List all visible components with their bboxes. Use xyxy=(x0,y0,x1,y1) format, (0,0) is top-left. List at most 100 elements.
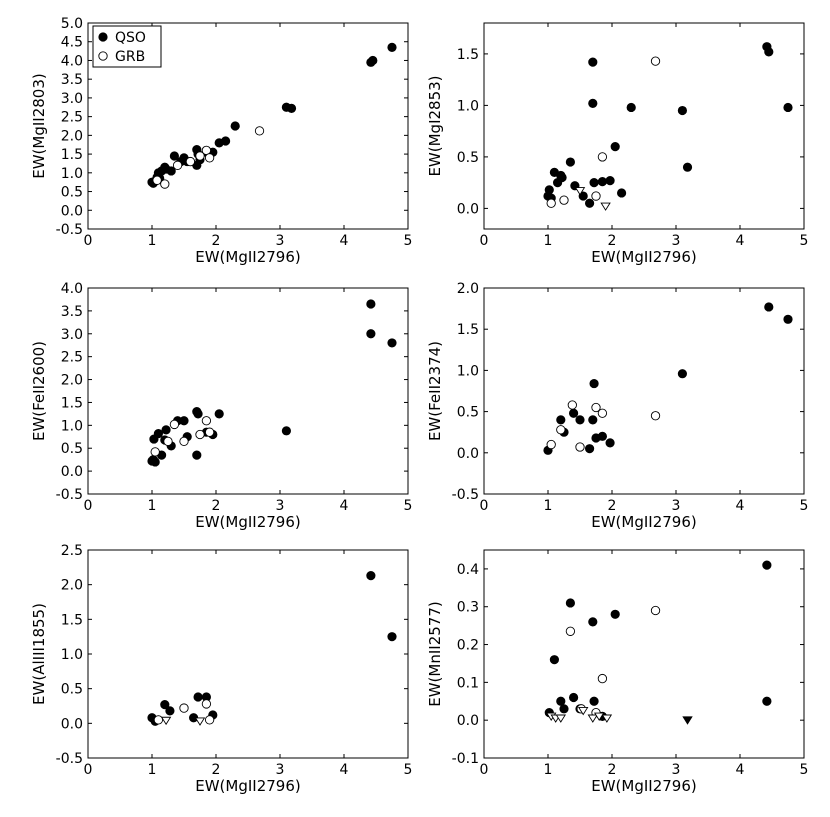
y-tick-label: 0.0 xyxy=(61,203,83,219)
data-point xyxy=(387,632,397,642)
x-tick-label: 4 xyxy=(736,762,745,778)
y-tick-label: -0.1 xyxy=(452,751,479,767)
y-tick-label: 5.0 xyxy=(61,16,83,32)
data-point xyxy=(577,706,589,716)
y-tick-label: 1.0 xyxy=(61,166,83,182)
data-point xyxy=(150,457,160,467)
data-point xyxy=(565,157,576,167)
y-tick-label: 3.0 xyxy=(61,91,83,107)
data-point xyxy=(169,419,180,430)
data-point xyxy=(597,431,608,441)
y-tick-label: 0.5 xyxy=(457,405,479,421)
x-tick-label: 5 xyxy=(800,233,809,249)
scatter-panel-1: 0 1 2 3 4 5 -0.5 0.0 0.5 1.0 1.5 2.0 2.5 3.0 3.5 4.0 4.5… xyxy=(30,16,412,266)
y-axis-label: EW(FeII2600) xyxy=(30,341,48,441)
data-point xyxy=(597,152,608,162)
data-point xyxy=(152,175,162,185)
data-point xyxy=(192,450,202,460)
data-point xyxy=(555,714,567,723)
data-points xyxy=(147,571,397,726)
data-point xyxy=(557,172,567,183)
legend-marker-qso xyxy=(98,32,108,42)
data-point xyxy=(764,47,774,57)
data-point xyxy=(568,408,579,418)
scatter-panel-5: 0 1 2 3 4 5 -0.5 0.0 0.5 1.0 1.5 2.0 2.5 EW(MgII2796)… xyxy=(30,543,412,795)
x-tick-label: 3 xyxy=(276,762,285,778)
data-points xyxy=(147,299,397,467)
x-tick-label: 0 xyxy=(84,762,93,778)
data-point xyxy=(179,436,189,447)
data-point xyxy=(163,436,173,447)
y-tick-label: 1.5 xyxy=(61,612,83,628)
y-tick-label: 0.5 xyxy=(61,185,83,201)
x-tick-label: 3 xyxy=(672,233,681,249)
data-point xyxy=(677,369,688,379)
y-tick-label: 0.5 xyxy=(61,441,83,457)
data-point xyxy=(597,408,608,418)
data-point xyxy=(568,692,579,703)
scatter-panel-3: 0 1 2 3 4 5 -0.5 0.0 0.5 1.0 1.5 2.0 2.5 3.0 3.5 4.0 EW(… xyxy=(30,281,412,531)
x-tick-label: 1 xyxy=(148,498,157,514)
x-tick-label: 2 xyxy=(608,762,617,778)
data-point xyxy=(591,191,601,201)
data-point xyxy=(575,415,585,425)
data-point xyxy=(179,416,189,426)
data-point xyxy=(153,715,164,725)
y-tick-label: 2.5 xyxy=(61,543,83,559)
y-tick-label: 3.5 xyxy=(61,304,83,320)
data-point xyxy=(578,191,588,201)
axes-frame xyxy=(483,22,805,230)
data-point xyxy=(600,202,611,211)
x-tick-label: 0 xyxy=(480,498,489,514)
x-tick-label: 1 xyxy=(148,762,157,778)
data-point xyxy=(610,609,620,619)
x-tick-label: 1 xyxy=(148,233,157,249)
data-point xyxy=(366,329,376,339)
data-point xyxy=(589,178,599,188)
data-points xyxy=(543,302,793,455)
data-point xyxy=(387,338,397,348)
axes-frame xyxy=(87,287,409,495)
y-tick-label: 0.5 xyxy=(457,150,479,166)
legend-label-grb: GRB xyxy=(115,49,145,65)
data-point xyxy=(565,598,576,608)
y-tick-label: 1.5 xyxy=(61,147,83,163)
x-tick-label: 5 xyxy=(404,233,413,249)
data-point xyxy=(221,136,231,146)
legend-label-qso: QSO xyxy=(115,30,146,46)
y-axis-label: EW(FeII2374) xyxy=(426,341,444,441)
x-axis-label: EW(MgII2796) xyxy=(195,248,301,266)
y-tick-label: 1.0 xyxy=(457,98,479,114)
x-tick-label: 2 xyxy=(608,498,617,514)
data-point xyxy=(762,560,772,570)
y-tick-label: -0.5 xyxy=(56,222,83,238)
x-axis-label: EW(MgII2796) xyxy=(195,513,301,531)
y-axis-label: EW(AlIII1855) xyxy=(30,603,48,705)
x-axis-label: EW(MgII2796) xyxy=(591,513,697,531)
axes-frame xyxy=(483,549,805,759)
data-point xyxy=(214,409,224,419)
y-tick-label: 1.5 xyxy=(457,322,479,338)
data-point xyxy=(605,438,615,448)
data-point xyxy=(286,103,297,113)
data-point xyxy=(153,428,163,439)
data-point xyxy=(368,55,378,66)
data-point xyxy=(556,425,566,435)
data-point xyxy=(588,98,598,108)
data-point xyxy=(194,717,206,726)
x-tick-label: 3 xyxy=(276,498,285,514)
y-axis-label: EW(MgI2853) xyxy=(426,75,444,176)
x-tick-label: 2 xyxy=(608,233,617,249)
data-point xyxy=(588,57,598,67)
x-tick-label: 4 xyxy=(736,498,745,514)
data-point xyxy=(575,442,585,452)
y-tick-label: 2.0 xyxy=(61,578,83,594)
legend: QSO GRB xyxy=(92,25,162,68)
data-point xyxy=(160,700,170,710)
data-point xyxy=(195,151,205,161)
data-point xyxy=(610,142,620,152)
x-tick-label: 5 xyxy=(404,498,413,514)
data-point xyxy=(601,714,613,723)
y-tick-label: 0.1 xyxy=(457,675,479,691)
